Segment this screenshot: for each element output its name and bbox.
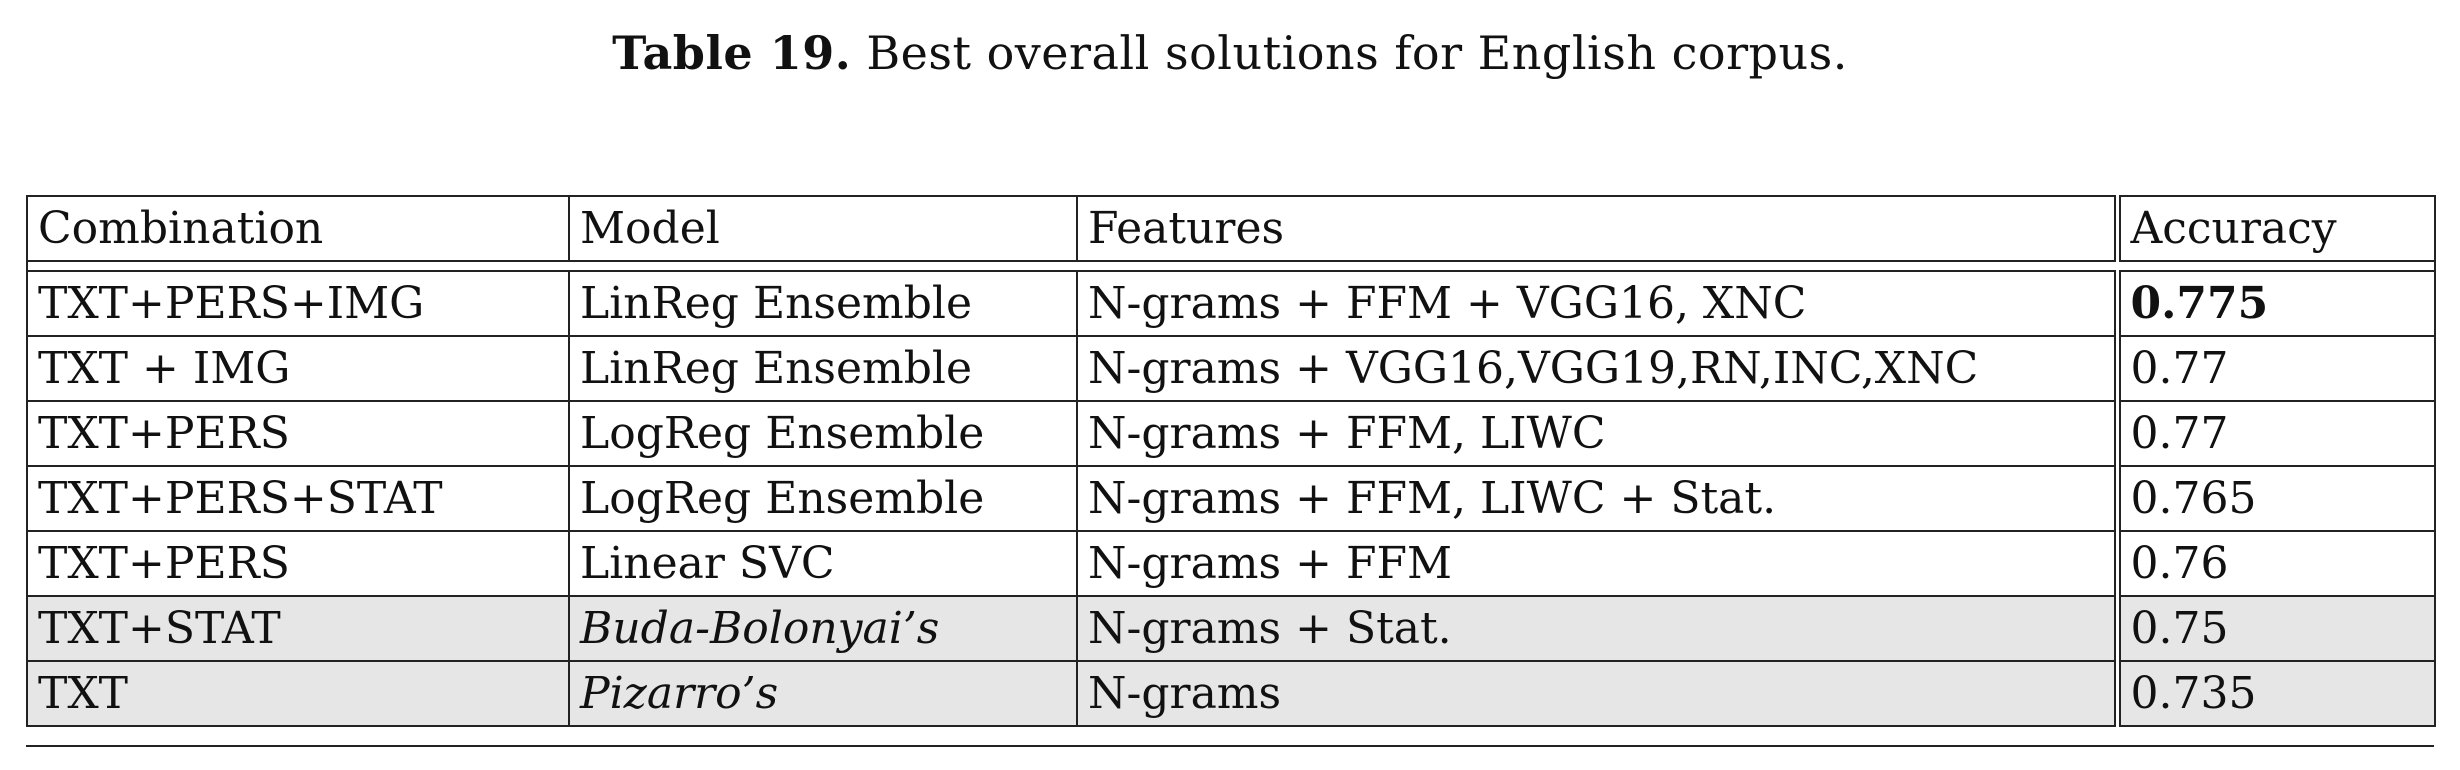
cell-combination: TXT + IMG [26, 335, 570, 402]
cell-model: Linear SVC [568, 530, 1078, 597]
bottom-rule [26, 745, 2434, 747]
results-table: Combination Model Features Accuracy TXT+… [26, 195, 2436, 727]
table-row: TXT+PERS+STAT LogReg Ensemble N-grams + … [26, 465, 2436, 532]
table-row-baseline: TXT+STAT Buda-Bolonyai’s N-grams + Stat.… [26, 595, 2436, 662]
cell-accuracy: 0.77 [2113, 400, 2436, 467]
header-model: Model [568, 195, 1078, 262]
table-row: TXT + IMG LinReg Ensemble N-grams + VGG1… [26, 335, 2436, 402]
cell-features: N-grams + FFM, LIWC [1076, 400, 2118, 467]
cell-model: Pizarro’s [568, 660, 1078, 727]
cell-features: N-grams [1076, 660, 2118, 727]
table-row: TXT+PERS Linear SVC N-grams + FFM 0.76 [26, 530, 2436, 597]
cell-combination: TXT+STAT [26, 595, 570, 662]
cell-combination: TXT [26, 660, 570, 727]
cell-model: LinReg Ensemble [568, 270, 1078, 337]
cell-model: Buda-Bolonyai’s [568, 595, 1078, 662]
table-row: TXT+PERS LogReg Ensemble N-grams + FFM, … [26, 400, 2436, 467]
header-features: Features [1076, 195, 2118, 262]
header-accuracy: Accuracy [2113, 195, 2436, 262]
cell-accuracy: 0.77 [2113, 335, 2436, 402]
table-header-row: Combination Model Features Accuracy [26, 195, 2436, 262]
header-combination: Combination [26, 195, 570, 262]
cell-combination: TXT+PERS [26, 400, 570, 467]
cell-accuracy: 0.75 [2113, 595, 2436, 662]
cell-accuracy-best: 0.775 [2113, 270, 2436, 337]
cell-features: N-grams + Stat. [1076, 595, 2118, 662]
cell-combination: TXT+PERS [26, 530, 570, 597]
cell-features: N-grams + FFM [1076, 530, 2118, 597]
cell-accuracy: 0.735 [2113, 660, 2436, 727]
cell-features: N-grams + FFM, LIWC + Stat. [1076, 465, 2118, 532]
header-separator [26, 260, 2436, 272]
cell-accuracy: 0.76 [2113, 530, 2436, 597]
table-row-baseline: TXT Pizarro’s N-grams 0.735 [26, 660, 2436, 727]
table-row: TXT+PERS+IMG LinReg Ensemble N-grams + F… [26, 270, 2436, 337]
cell-accuracy: 0.765 [2113, 465, 2436, 532]
cell-combination: TXT+PERS+STAT [26, 465, 570, 532]
cell-model: LinReg Ensemble [568, 335, 1078, 402]
cell-combination: TXT+PERS+IMG [26, 270, 570, 337]
table-caption: Table 19. Best overall solutions for Eng… [0, 18, 2460, 88]
cell-model: LogReg Ensemble [568, 400, 1078, 467]
caption-label: Table 19. [612, 26, 852, 80]
cell-model: LogReg Ensemble [568, 465, 1078, 532]
cell-features: N-grams + VGG16,VGG19,RN,INC,XNC [1076, 335, 2118, 402]
caption-text: Best overall solutions for English corpu… [866, 26, 1848, 80]
cell-features: N-grams + FFM + VGG16, XNC [1076, 270, 2118, 337]
